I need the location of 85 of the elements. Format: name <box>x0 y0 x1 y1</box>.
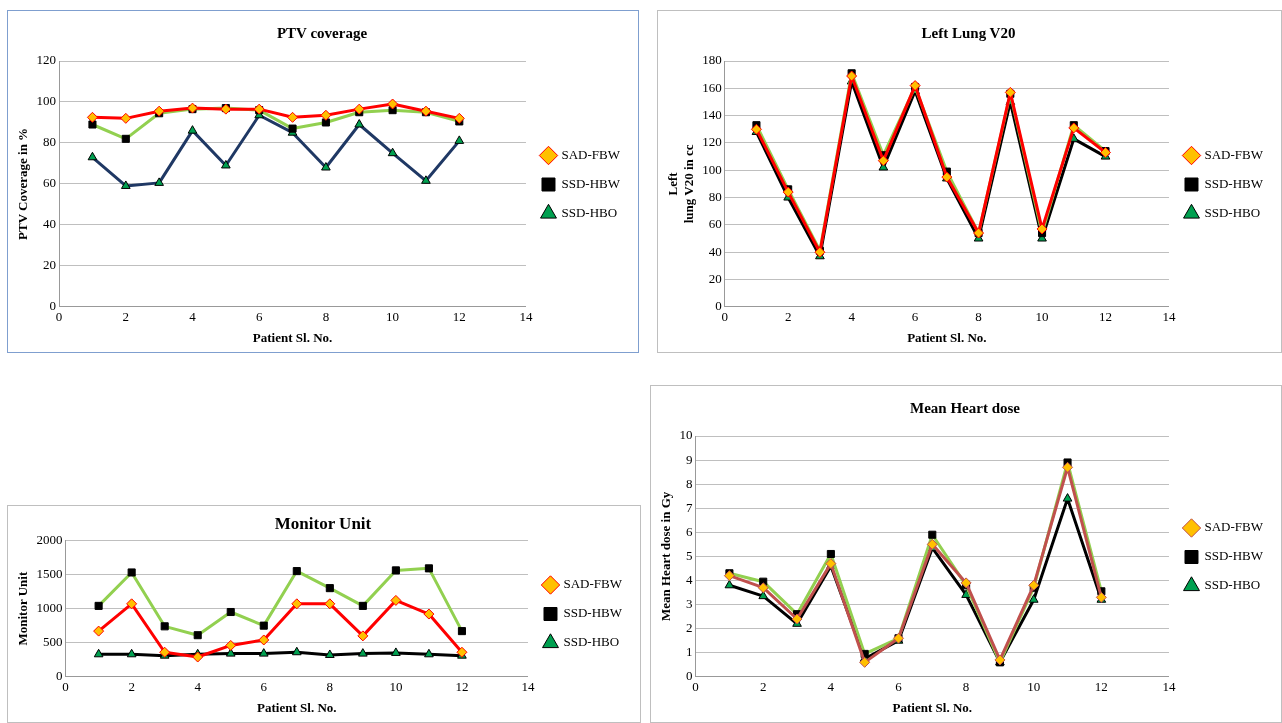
chart-title: Monitor Unit <box>274 513 372 533</box>
y-tick-label: 140 <box>702 107 722 123</box>
x-tick-label: 12 <box>1094 679 1108 695</box>
legend-label: SAD-FBW <box>561 146 621 162</box>
y-tick-label: 20 <box>43 257 57 273</box>
y-tick-label: 2 <box>686 620 693 636</box>
y-tick-label: 6 <box>686 523 694 539</box>
x-tick-label: 8 <box>975 309 982 325</box>
legend-label: SAD-FBW <box>563 576 623 592</box>
chart-title: PTV coverage <box>276 24 368 41</box>
x-axis-title: Patient Sl. No. <box>892 699 973 715</box>
y-tick-label: 9 <box>686 451 693 467</box>
y-tick-label: 10 <box>679 427 693 443</box>
y-axis-title: Mean Heart dose in Gy <box>658 491 674 622</box>
x-tick-label: 12 <box>1099 309 1113 325</box>
y-tick-label: 0 <box>686 668 693 684</box>
y-axis-title: Left lung V20 in cc <box>665 144 696 224</box>
y-tick-label: 80 <box>708 188 722 204</box>
x-tick-label: 6 <box>260 679 268 695</box>
x-tick-label: 4 <box>189 309 197 325</box>
chart-title: Left Lung V20 <box>921 24 1016 41</box>
x-tick-label: 12 <box>455 679 469 695</box>
y-tick-label: 1500 <box>36 565 63 581</box>
y-tick-label: 80 <box>43 134 57 150</box>
x-tick-label: 14 <box>1162 309 1176 325</box>
y-axis-title: Monitor Unit <box>15 571 31 646</box>
x-tick-label: 14 <box>1162 679 1176 695</box>
y-tick-label: 100 <box>702 161 722 177</box>
y-tick-label: 7 <box>686 499 694 515</box>
x-tick-label: 6 <box>255 309 263 325</box>
y-tick-label: 100 <box>36 93 57 109</box>
x-tick-label: 6 <box>895 679 903 695</box>
y-tick-label: 60 <box>708 216 722 232</box>
y-tick-label: 2000 <box>36 531 63 547</box>
x-tick-label: 12 <box>452 309 466 325</box>
chart-title: Mean Heart dose <box>910 399 1021 416</box>
legend-label: SAD-FBW <box>1204 519 1264 535</box>
y-tick-label: 40 <box>708 243 722 259</box>
x-tick-label: 2 <box>128 679 135 695</box>
x-tick-label: 8 <box>322 309 330 325</box>
x-axis-title: Patient Sl. No. <box>907 329 987 345</box>
y-tick-label: 0 <box>56 668 63 684</box>
x-tick-label: 2 <box>784 309 792 325</box>
legend-label: SSD-HBW <box>563 605 623 621</box>
x-axis-title: Patient Sl. No. <box>257 699 337 715</box>
x-tick-label: 14 <box>519 309 533 325</box>
x-tick-label: 10 <box>386 309 400 325</box>
legend-label: SSD-HBW <box>1204 548 1264 564</box>
y-axis-title: PTV Coverage in % <box>15 127 31 240</box>
y-tick-label: 0 <box>49 298 57 314</box>
legend-label: SSD-HBO <box>1204 577 1261 593</box>
y-tick-label: 4 <box>686 571 694 587</box>
y-tick-label: 0 <box>715 298 722 314</box>
legend-label: SSD-HBO <box>563 634 620 650</box>
legend-label: SSD-HBO <box>561 204 618 220</box>
legend-label: SSD-HBO <box>1204 204 1261 220</box>
y-tick-label: 120 <box>702 134 722 150</box>
x-tick-label: 10 <box>1027 679 1041 695</box>
x-tick-label: 8 <box>326 679 334 695</box>
x-tick-label: 4 <box>827 679 835 695</box>
y-tick-label: 120 <box>36 52 57 68</box>
y-tick-label: 40 <box>43 216 57 232</box>
x-tick-label: 8 <box>962 679 970 695</box>
y-tick-label: 160 <box>702 79 722 95</box>
legend-label: SSD-HBW <box>561 175 621 191</box>
x-axis-title: Patient Sl. No. <box>252 329 333 345</box>
x-tick-label: 10 <box>389 679 403 695</box>
y-tick-label: 180 <box>702 52 722 68</box>
x-tick-label: 10 <box>1035 309 1049 325</box>
x-tick-label: 4 <box>848 309 856 325</box>
x-tick-label: 2 <box>122 309 130 325</box>
y-tick-label: 500 <box>43 634 63 650</box>
x-tick-label: 14 <box>521 679 535 695</box>
y-tick-label: 1 <box>686 644 693 660</box>
y-tick-label: 20 <box>708 270 722 286</box>
y-tick-label: 60 <box>43 175 57 191</box>
y-tick-label: 1000 <box>36 600 63 616</box>
y-tick-label: 8 <box>686 475 693 491</box>
legend-label: SAD-FBW <box>1204 146 1264 162</box>
x-tick-label: 4 <box>194 679 202 695</box>
y-tick-label: 5 <box>686 547 693 563</box>
x-tick-label: 2 <box>759 679 767 695</box>
legend-label: SSD-HBW <box>1204 175 1264 191</box>
x-tick-label: 6 <box>911 309 919 325</box>
y-tick-label: 3 <box>686 595 693 611</box>
